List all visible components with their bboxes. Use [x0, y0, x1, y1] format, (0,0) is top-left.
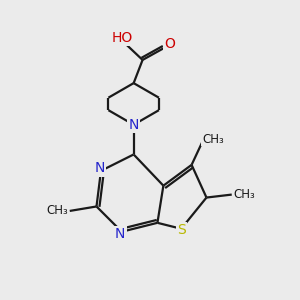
Text: N: N: [128, 118, 139, 132]
Text: HO: HO: [111, 31, 132, 45]
Text: N: N: [94, 161, 105, 176]
Text: CH₃: CH₃: [202, 133, 224, 146]
Text: N: N: [115, 227, 125, 241]
Text: CH₃: CH₃: [46, 204, 68, 218]
Text: CH₃: CH₃: [233, 188, 255, 201]
Text: S: S: [177, 223, 186, 237]
Text: O: O: [164, 38, 175, 52]
